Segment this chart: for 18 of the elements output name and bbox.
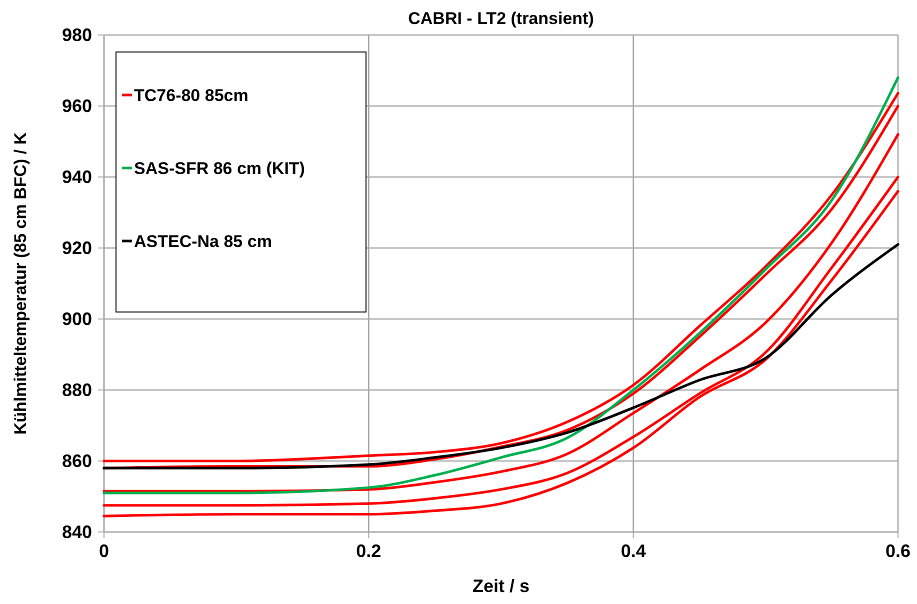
y-tick-label: 960: [62, 96, 92, 116]
legend-label: SAS-SFR 86 cm (KIT): [134, 159, 305, 178]
y-tick-label: 880: [62, 380, 92, 400]
chart-title: CABRI - LT2 (transient): [408, 9, 594, 28]
y-tick-label: 980: [62, 25, 92, 45]
y-tick-label: 900: [62, 309, 92, 329]
legend-label: ASTEC-Na 85 cm: [134, 232, 272, 251]
x-axis-title: Zeit / s: [472, 576, 530, 596]
x-tick-label: 0.2: [356, 541, 382, 561]
y-tick-label: 840: [62, 522, 92, 542]
y-tick-label: 920: [62, 238, 92, 258]
y-tick-label: 860: [62, 451, 92, 471]
x-tick-label: 0.4: [620, 541, 646, 561]
y-axis-title: Kühlmitteltemperatur (85 cm BFC) / K: [11, 132, 30, 435]
y-tick-label: 940: [62, 167, 92, 187]
legend-label: TC76-80 85cm: [134, 86, 248, 105]
x-tick-label: 0.6: [885, 541, 911, 561]
x-tick-label: 0: [98, 541, 110, 561]
